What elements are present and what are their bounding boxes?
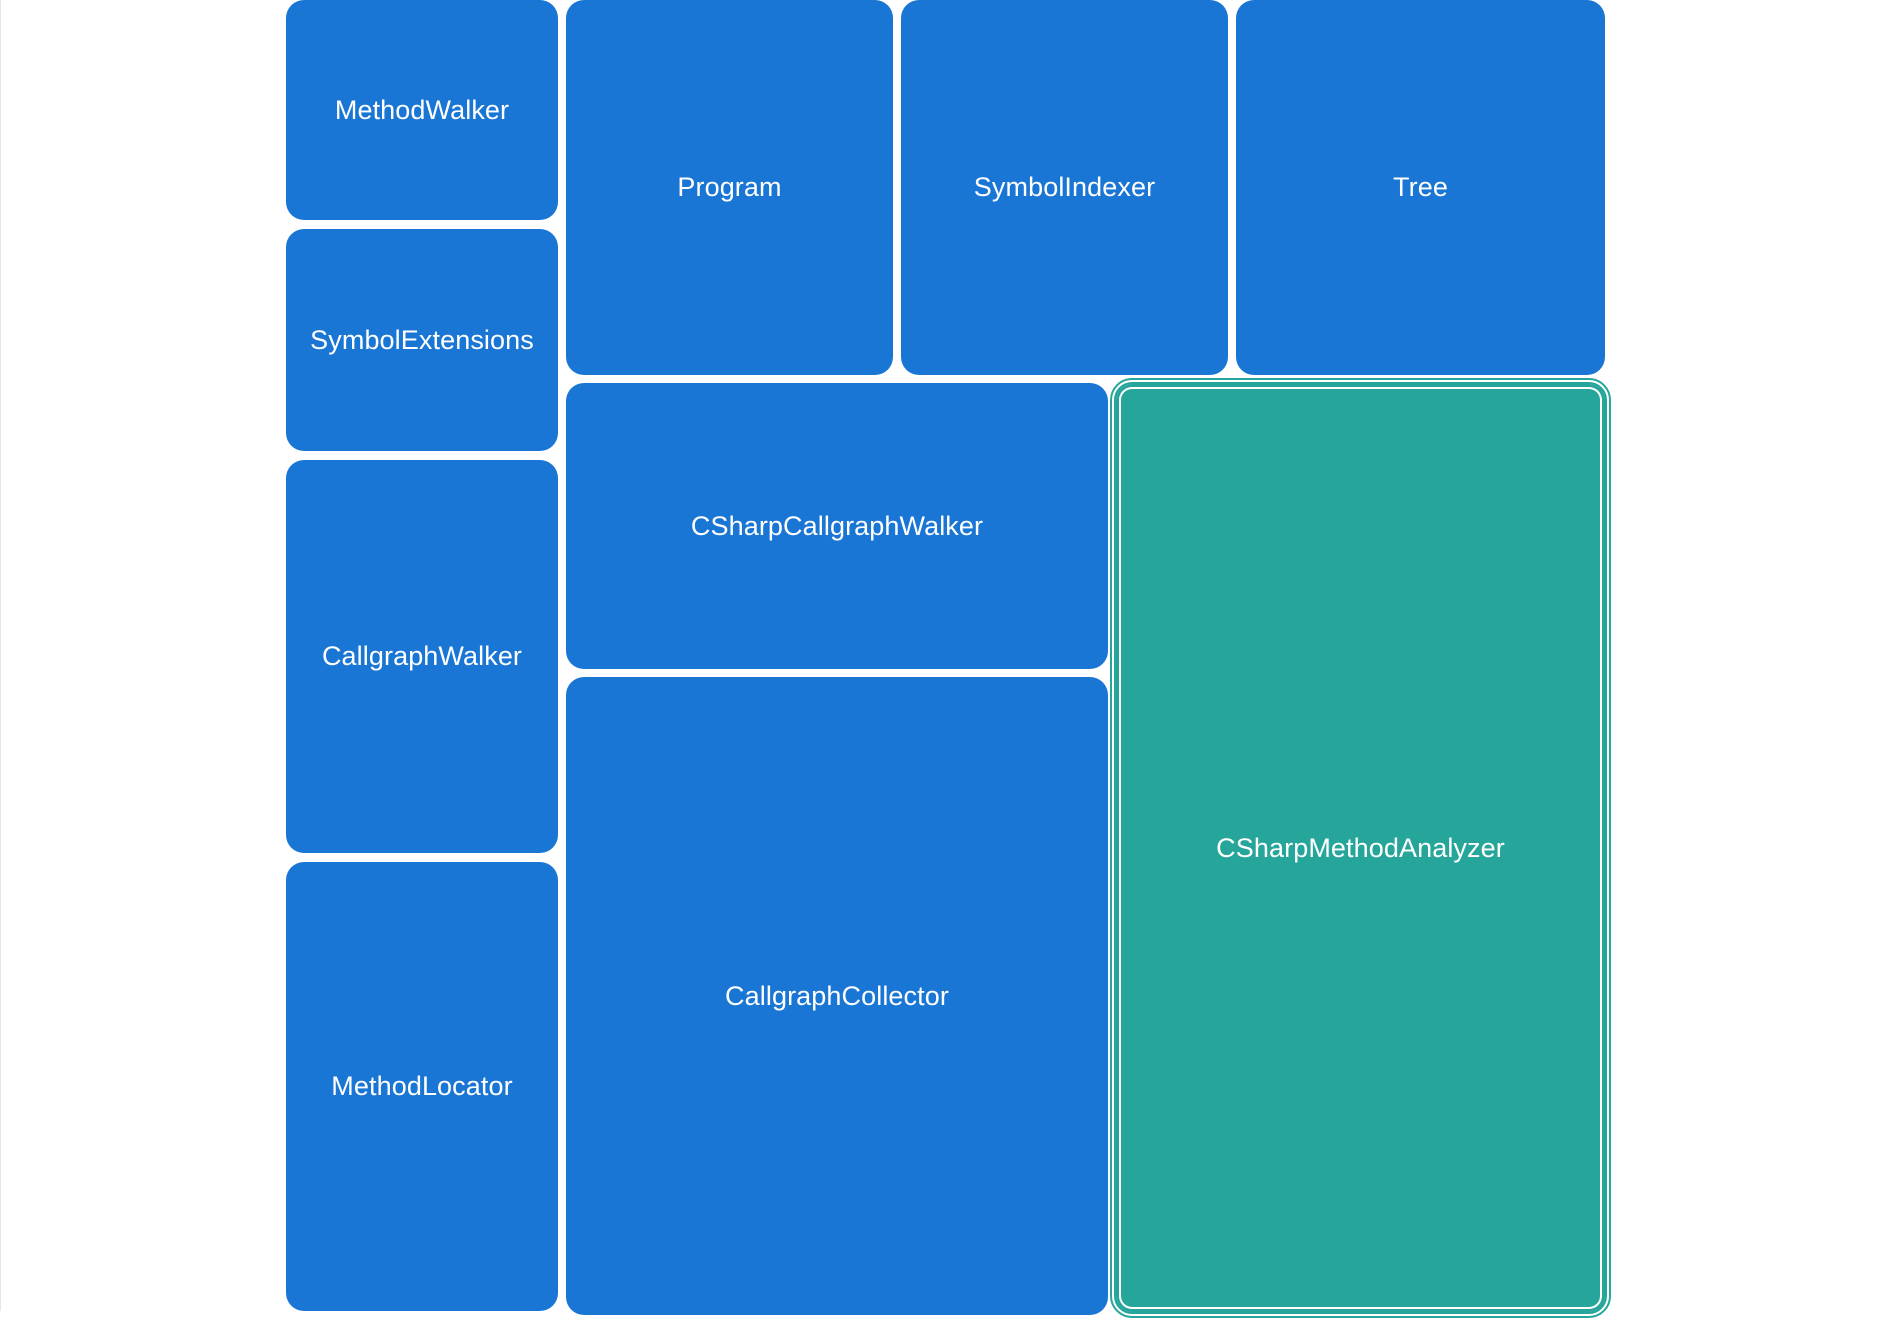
tile-label: SymbolExtensions (310, 324, 534, 355)
tile-method-locator[interactable]: MethodLocator (286, 862, 558, 1311)
tile-symbol-extensions[interactable]: SymbolExtensions (286, 229, 558, 451)
tile-program[interactable]: Program (566, 0, 893, 375)
tile-method-walker[interactable]: MethodWalker (286, 0, 558, 220)
tile-label: MethodWalker (334, 94, 510, 125)
tile-label: SymbolIndexer (973, 172, 1156, 202)
tile-label: Tree (1393, 172, 1448, 202)
tile-csharp-method-analyzer[interactable]: CSharpMethodAnalyzer (1114, 382, 1607, 1314)
tile-label: MethodLocator (331, 1071, 513, 1101)
tile-label: CallgraphCollector (725, 980, 949, 1011)
tile-symbol-indexer[interactable]: SymbolIndexer (901, 0, 1228, 375)
tile-tree[interactable]: Tree (1236, 0, 1605, 375)
tile-label: Program (677, 172, 782, 202)
tile-label: CallgraphWalker (321, 641, 523, 671)
tile-callgraph-walker[interactable]: CallgraphWalker (286, 460, 558, 853)
tile-csharp-callgraph-walker[interactable]: CSharpCallgraphWalker (566, 383, 1108, 669)
tile-callgraph-collector[interactable]: CallgraphCollector (566, 677, 1108, 1315)
tile-label: CSharpCallgraphWalker (690, 510, 984, 541)
tile-label: CSharpMethodAnalyzer (1216, 832, 1505, 863)
